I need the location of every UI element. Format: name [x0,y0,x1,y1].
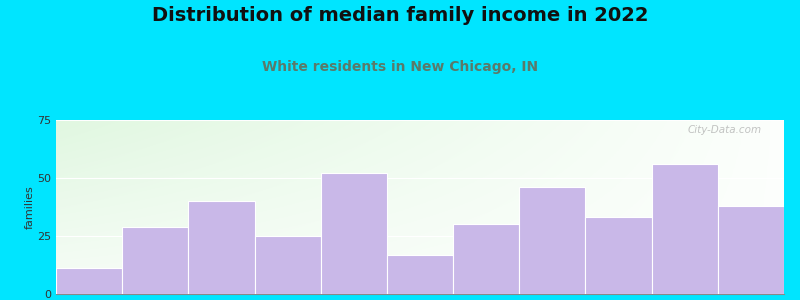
Bar [652,164,718,294]
Bar [586,218,652,294]
Bar [718,206,784,294]
Bar [321,173,387,294]
Bar [519,187,586,294]
Y-axis label: families: families [24,185,34,229]
Bar [387,255,453,294]
Bar [122,227,188,294]
Bar [453,224,519,294]
Text: White residents in New Chicago, IN: White residents in New Chicago, IN [262,60,538,74]
Bar [254,236,321,294]
Text: City-Data.com: City-Data.com [688,125,762,135]
Bar [188,201,254,294]
Bar [56,268,122,294]
Text: Distribution of median family income in 2022: Distribution of median family income in … [152,6,648,25]
